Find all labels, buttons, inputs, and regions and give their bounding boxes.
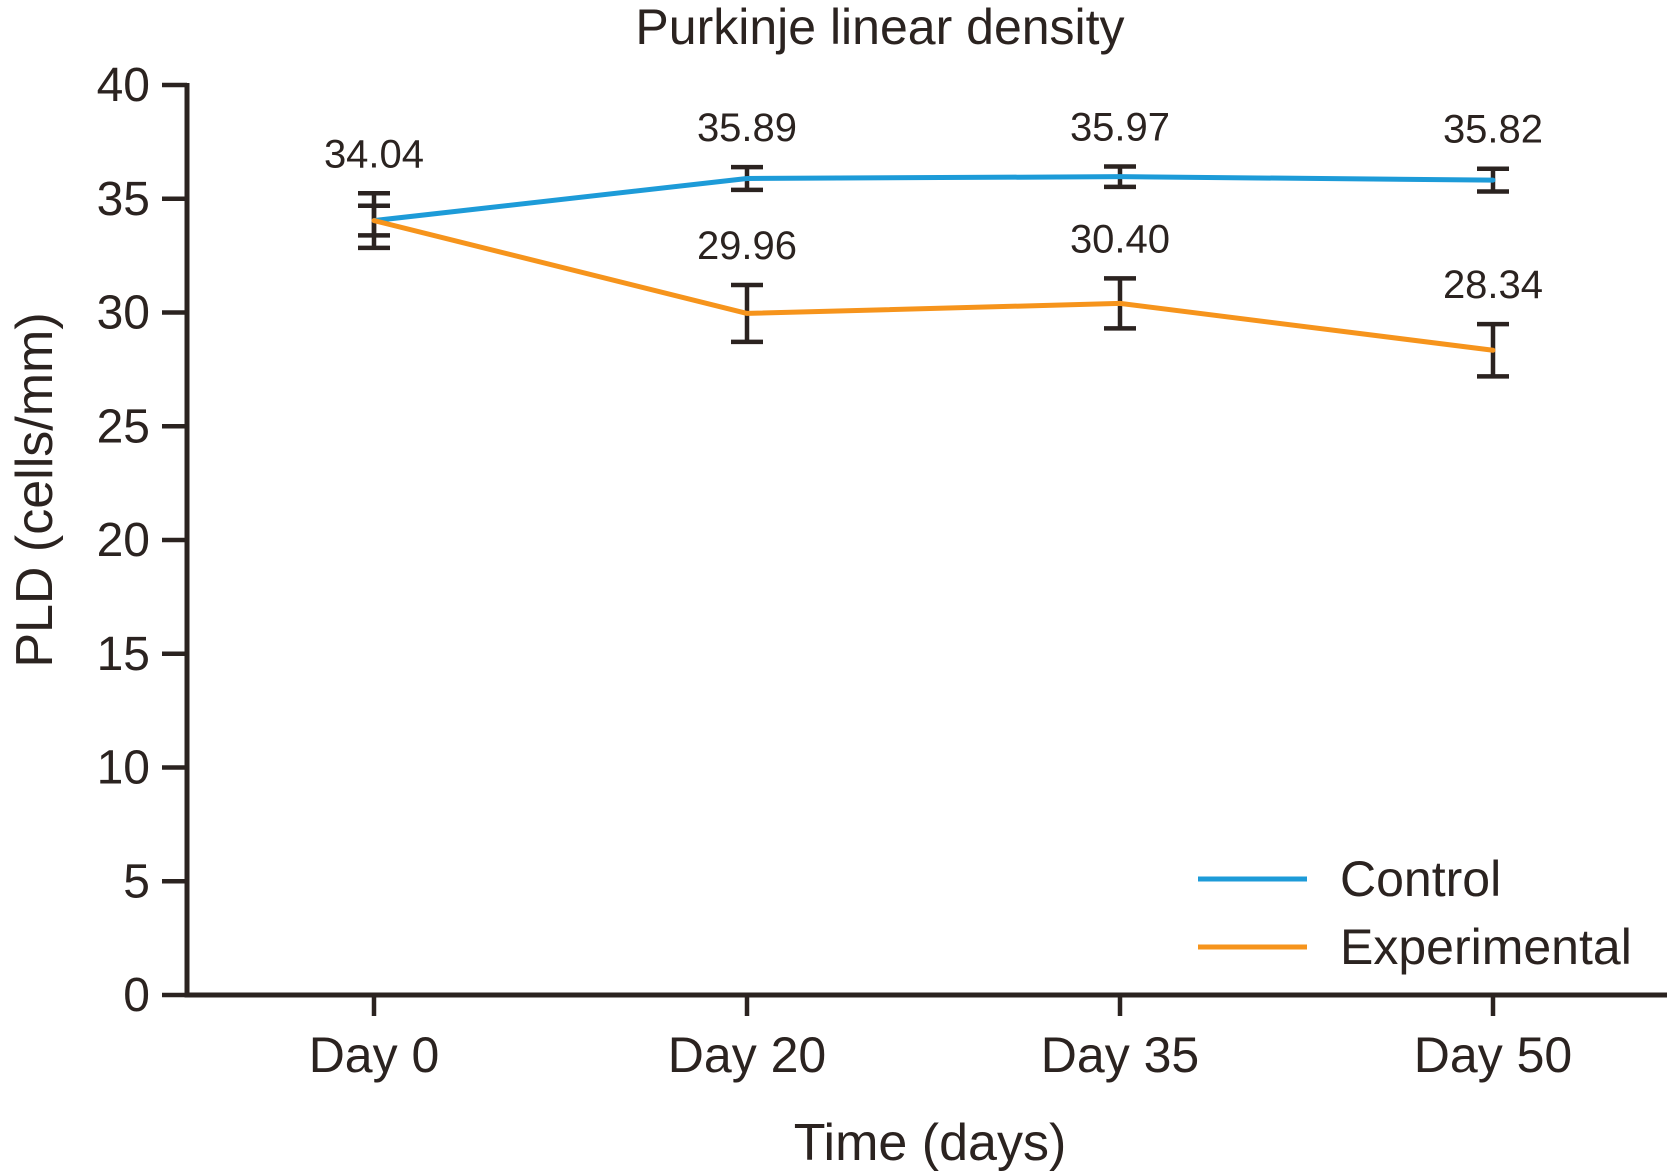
y-tick-label: 40 [97, 59, 150, 112]
data-point-label: 30.40 [1070, 217, 1170, 261]
series-line-experimental [371, 218, 1496, 353]
data-point-label: 35.82 [1443, 108, 1543, 152]
y-tick-label: 10 [97, 742, 150, 795]
y-tick-label: 25 [97, 400, 150, 453]
series-lines [371, 174, 1496, 353]
data-point-label: 35.97 [1070, 105, 1170, 149]
data-point-label: 29.96 [697, 224, 797, 268]
legend: Control Experimental [1198, 851, 1632, 975]
y-axis-title: PLD (cells/mm) [6, 312, 64, 667]
y-tick-label: 20 [97, 514, 150, 567]
data-point-labels: 34.04 35.89 35.97 35.82 29.96 30.40 28.34 [324, 105, 1543, 307]
legend-label-experimental: Experimental [1340, 919, 1632, 975]
y-tick-label: 35 [97, 173, 150, 226]
x-tick-label: Day 50 [1414, 1027, 1572, 1083]
error-bars [358, 164, 1509, 379]
y-axis-ticks: 0 5 10 15 20 25 30 35 40 [97, 59, 187, 1022]
x-tick-label: Day 0 [309, 1027, 440, 1083]
data-point-label: 34.04 [324, 132, 424, 176]
x-tick-label: Day 35 [1041, 1027, 1199, 1083]
data-point-label: 35.89 [697, 106, 797, 150]
y-tick-label: 5 [123, 855, 150, 908]
x-axis-ticks: Day 0 Day 20 Day 35 Day 50 [309, 995, 1572, 1083]
chart-title: Purkinje linear density [635, 0, 1124, 55]
data-point-label: 28.34 [1443, 263, 1543, 307]
x-axis-title: Time (days) [794, 1114, 1067, 1172]
y-tick-label: 15 [97, 628, 150, 681]
y-tick-label: 0 [123, 969, 150, 1022]
y-tick-label: 30 [97, 287, 150, 340]
legend-label-control: Control [1340, 851, 1501, 907]
x-tick-label: Day 20 [668, 1027, 826, 1083]
series-line-control [371, 174, 1496, 224]
